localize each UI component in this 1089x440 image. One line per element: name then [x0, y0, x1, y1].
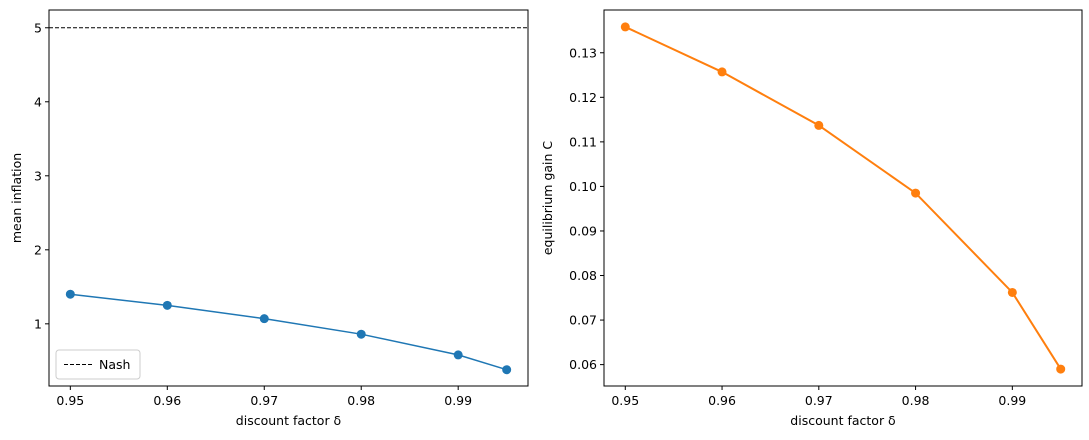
x-tick-label: 0.99 — [444, 393, 472, 408]
data-point — [453, 350, 463, 360]
legend-box — [55, 349, 141, 380]
y-tick-label: 0.09 — [569, 223, 597, 238]
legend-entry-nash: Nash — [99, 357, 130, 372]
data-point — [502, 365, 512, 375]
y-tick-label: 0.08 — [569, 268, 597, 283]
data-point — [911, 188, 921, 198]
plot-frame — [603, 9, 1083, 387]
data-point — [1056, 364, 1066, 374]
y-tick-label: 0.10 — [569, 179, 597, 194]
y-tick-label: 4 — [34, 94, 42, 109]
data-point — [717, 67, 727, 77]
y-axis-label: equilibrium gain C — [540, 141, 555, 256]
x-tick-label: 0.96 — [153, 393, 181, 408]
data-point — [259, 314, 269, 324]
x-tick-label: 0.97 — [250, 393, 278, 408]
x-tick-label: 0.97 — [805, 393, 833, 408]
x-tick-label: 0.96 — [708, 393, 736, 408]
left-panel-mean-inflation: 0.95 0.96 0.97 0.98 0.99 1 2 3 4 5 discount factor… — [9, 9, 529, 428]
series-line — [70, 293, 507, 371]
data-point — [814, 120, 824, 130]
x-tick-label: 0.95 — [56, 393, 84, 408]
y-tick-label: 2 — [34, 242, 42, 257]
y-tick-label: 0.07 — [569, 313, 597, 328]
y-tick-label: 0.11 — [569, 134, 597, 149]
x-tick-label: 0.99 — [998, 393, 1026, 408]
y-tick-label: 5 — [34, 20, 42, 35]
x-axis-label: discount factor δ — [236, 413, 341, 428]
y-tick-label: 3 — [34, 168, 42, 183]
x-tick-label: 0.95 — [611, 393, 639, 408]
y-tick-label: 0.12 — [569, 90, 597, 105]
legend: Nash — [55, 349, 141, 380]
y-tick-label: 0.13 — [569, 45, 597, 60]
y-tick-label: 1 — [34, 316, 42, 331]
y-axis-label: mean inflation — [9, 153, 24, 243]
x-axis-label: discount factor δ — [790, 413, 895, 428]
data-point — [1007, 287, 1017, 297]
plot-frame — [48, 9, 529, 387]
x-tick-label: 0.98 — [902, 393, 930, 408]
data-point — [620, 22, 630, 32]
data-point — [356, 329, 366, 339]
data-point — [65, 289, 75, 299]
y-tick-label: 0.06 — [569, 357, 597, 372]
series-line — [624, 26, 1062, 370]
x-tick-label: 0.98 — [347, 393, 375, 408]
right-panel-equilibrium-gain: 0.95 0.96 0.97 0.98 0.99 0.06 0.07 0.08 0.09 0.10… — [540, 9, 1083, 428]
data-point — [162, 300, 172, 310]
